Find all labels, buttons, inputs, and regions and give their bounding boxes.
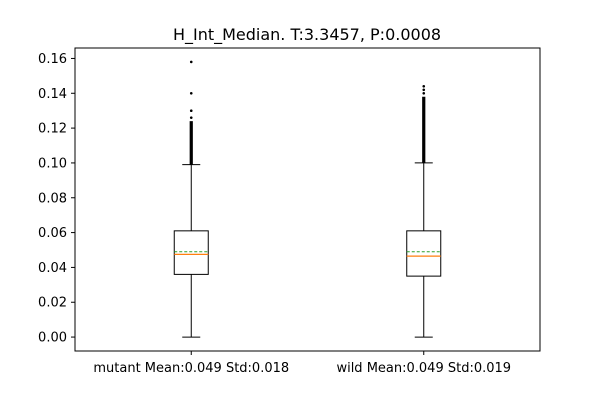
- y-axis: 0.00 0.02 0.04 0.06 0.08 0.10 0.12 0.14 0.16: [38, 52, 75, 346]
- x-axis: mutant Mean:0.049 Std:0.018 wild Mean:0.0…: [93, 351, 511, 376]
- box-group: [173, 60, 209, 338]
- y-tick-label: 0.16: [38, 52, 67, 67]
- outlier-point: [189, 91, 193, 95]
- y-tick-label: 0.08: [38, 191, 67, 206]
- chart-title: H_Int_Median. T:3.3457, P:0.0008: [173, 25, 441, 45]
- outlier-point: [189, 109, 193, 112]
- outlier-point: [422, 85, 426, 88]
- box-series: [173, 60, 442, 338]
- outlier-point: [189, 116, 193, 119]
- y-tick-label: 0.14: [38, 87, 67, 102]
- y-tick-label: 0.12: [38, 122, 67, 137]
- box-group: [406, 85, 442, 338]
- y-tick-label: 0.02: [38, 296, 67, 311]
- y-tick-label: 0.10: [38, 156, 67, 171]
- y-tick-label: 0.00: [38, 331, 67, 346]
- outlier-point: [189, 60, 193, 64]
- plot-area-frame: [74, 47, 541, 352]
- iqr-box: [406, 230, 442, 277]
- y-tick-label: 0.04: [38, 261, 67, 276]
- y-tick-label: 0.06: [38, 226, 67, 241]
- outlier-point: [422, 91, 426, 95]
- outlier-point: [422, 88, 426, 92]
- x-tick-label: wild Mean:0.049 Std:0.019: [336, 361, 511, 376]
- iqr-box: [173, 230, 209, 275]
- x-tick-label: mutant Mean:0.049 Std:0.018: [93, 361, 289, 376]
